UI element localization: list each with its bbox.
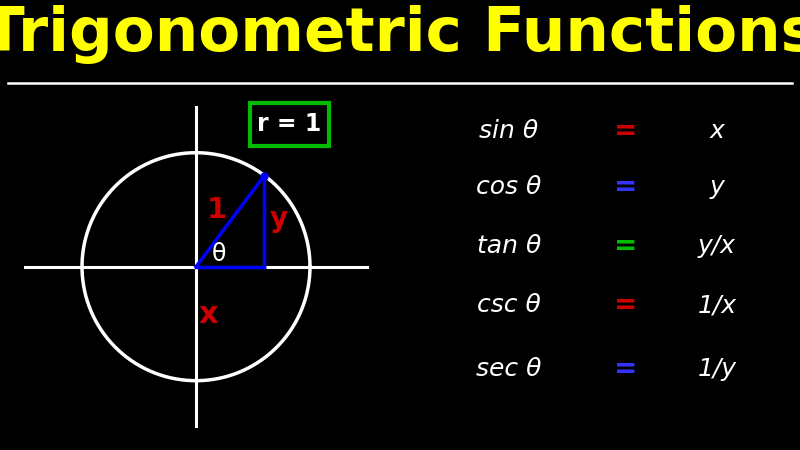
Text: cos θ: cos θ	[476, 176, 542, 199]
Text: =: =	[614, 355, 637, 383]
Text: =: =	[614, 173, 637, 202]
Text: y: y	[270, 205, 288, 233]
Text: x: x	[198, 300, 218, 329]
Text: tan θ: tan θ	[477, 234, 541, 257]
Text: r = 1: r = 1	[258, 112, 322, 136]
Text: 1/y: 1/y	[698, 357, 736, 381]
Text: y/x: y/x	[698, 234, 736, 257]
Text: sec θ: sec θ	[476, 357, 542, 381]
Text: =: =	[614, 232, 637, 260]
FancyBboxPatch shape	[250, 103, 330, 146]
Text: 1/x: 1/x	[698, 293, 736, 317]
Text: =: =	[614, 117, 637, 145]
Text: Trigonometric Functions: Trigonometric Functions	[0, 4, 800, 64]
Text: sin θ: sin θ	[479, 119, 538, 143]
Text: x: x	[710, 119, 724, 143]
Text: =: =	[614, 292, 637, 320]
Text: 1: 1	[206, 196, 226, 224]
Text: θ: θ	[212, 242, 226, 266]
Text: csc θ: csc θ	[477, 293, 541, 317]
Text: y: y	[710, 176, 724, 199]
